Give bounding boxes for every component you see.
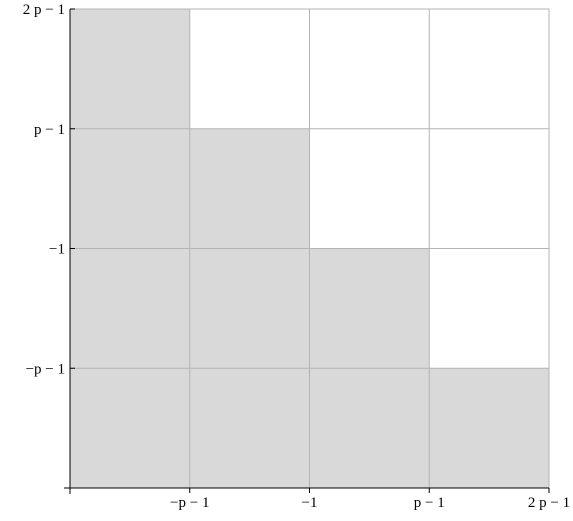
y-tick-label: −1 — [49, 242, 65, 258]
x-tick-label: 2 p − 1 — [528, 495, 570, 511]
x-tick-label: −p − 1 — [170, 495, 209, 511]
y-tick-label: p − 1 — [34, 122, 65, 138]
region-bar-4 — [429, 368, 549, 488]
x-tick-label: p − 1 — [414, 495, 445, 511]
y-tick-label: 2 p − 1 — [23, 2, 65, 18]
region-bar-2 — [189, 128, 310, 488]
tick-labels: −p − 1 −1 p − 1 2 p − 1 −p − 1 −1 p − 1 2 p − 1 — [23, 2, 570, 511]
y-tick-label: −p − 1 — [26, 361, 65, 377]
grid-lines — [70, 8, 550, 488]
axes — [64, 9, 549, 494]
x-tick-label: −1 — [302, 495, 318, 511]
axis-ticks — [70, 8, 550, 493]
